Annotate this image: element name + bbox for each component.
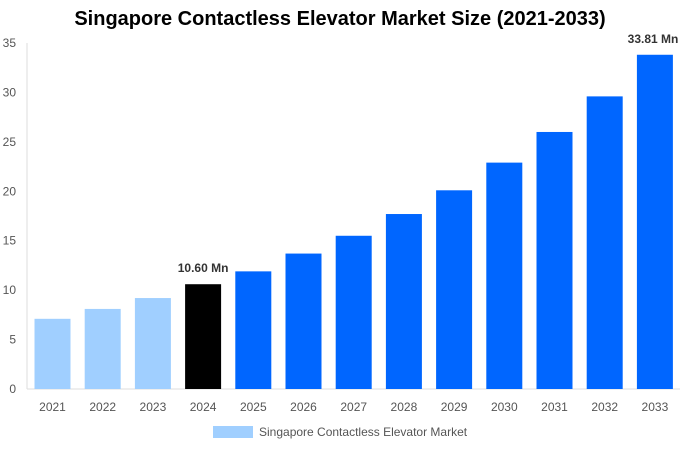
legend: Singapore Contactless Elevator Market <box>213 425 467 439</box>
x-tick-label: 2022 <box>89 400 116 414</box>
legend-label: Singapore Contactless Elevator Market <box>259 425 468 439</box>
y-tick-label: 20 <box>3 184 17 198</box>
x-tick-label: 2021 <box>39 400 66 414</box>
bar-2030 <box>486 162 523 389</box>
x-tick-label: 2026 <box>290 400 317 414</box>
data-label: 33.81 Mn <box>628 32 679 46</box>
x-tick-label: 2029 <box>441 400 468 414</box>
x-tick-label: 2027 <box>340 400 367 414</box>
bar-2027 <box>335 235 372 389</box>
x-tick-label: 2031 <box>541 400 568 414</box>
bar-2033 <box>636 54 673 389</box>
bar-2023 <box>134 298 171 389</box>
bar-2024 <box>185 284 222 389</box>
bar-2029 <box>436 190 473 389</box>
legend-swatch <box>213 426 253 438</box>
x-tick-label: 2033 <box>642 400 669 414</box>
y-tick-label: 10 <box>3 283 17 297</box>
y-tick-label: 25 <box>3 135 17 149</box>
bar-2032 <box>586 96 623 389</box>
y-tick-label: 0 <box>9 382 16 396</box>
bar-2026 <box>285 253 322 389</box>
y-tick-label: 15 <box>3 234 17 248</box>
x-tick-label: 2030 <box>491 400 518 414</box>
bar-2021 <box>34 318 71 389</box>
chart-title: Singapore Contactless Elevator Market Si… <box>74 8 606 30</box>
bar-2028 <box>385 214 422 389</box>
y-tick-label: 35 <box>3 36 17 50</box>
bar-2031 <box>536 131 573 389</box>
bar-2022 <box>84 308 121 389</box>
x-tick-label: 2023 <box>140 400 167 414</box>
y-tick-label: 30 <box>3 85 17 99</box>
bar-2025 <box>235 271 272 389</box>
x-tick-label: 2028 <box>391 400 418 414</box>
x-tick-label: 2025 <box>240 400 267 414</box>
x-tick-label: 2032 <box>591 400 618 414</box>
y-tick-label: 5 <box>9 333 16 347</box>
x-tick-label: 2024 <box>190 400 217 414</box>
data-label: 10.60 Mn <box>178 261 229 275</box>
